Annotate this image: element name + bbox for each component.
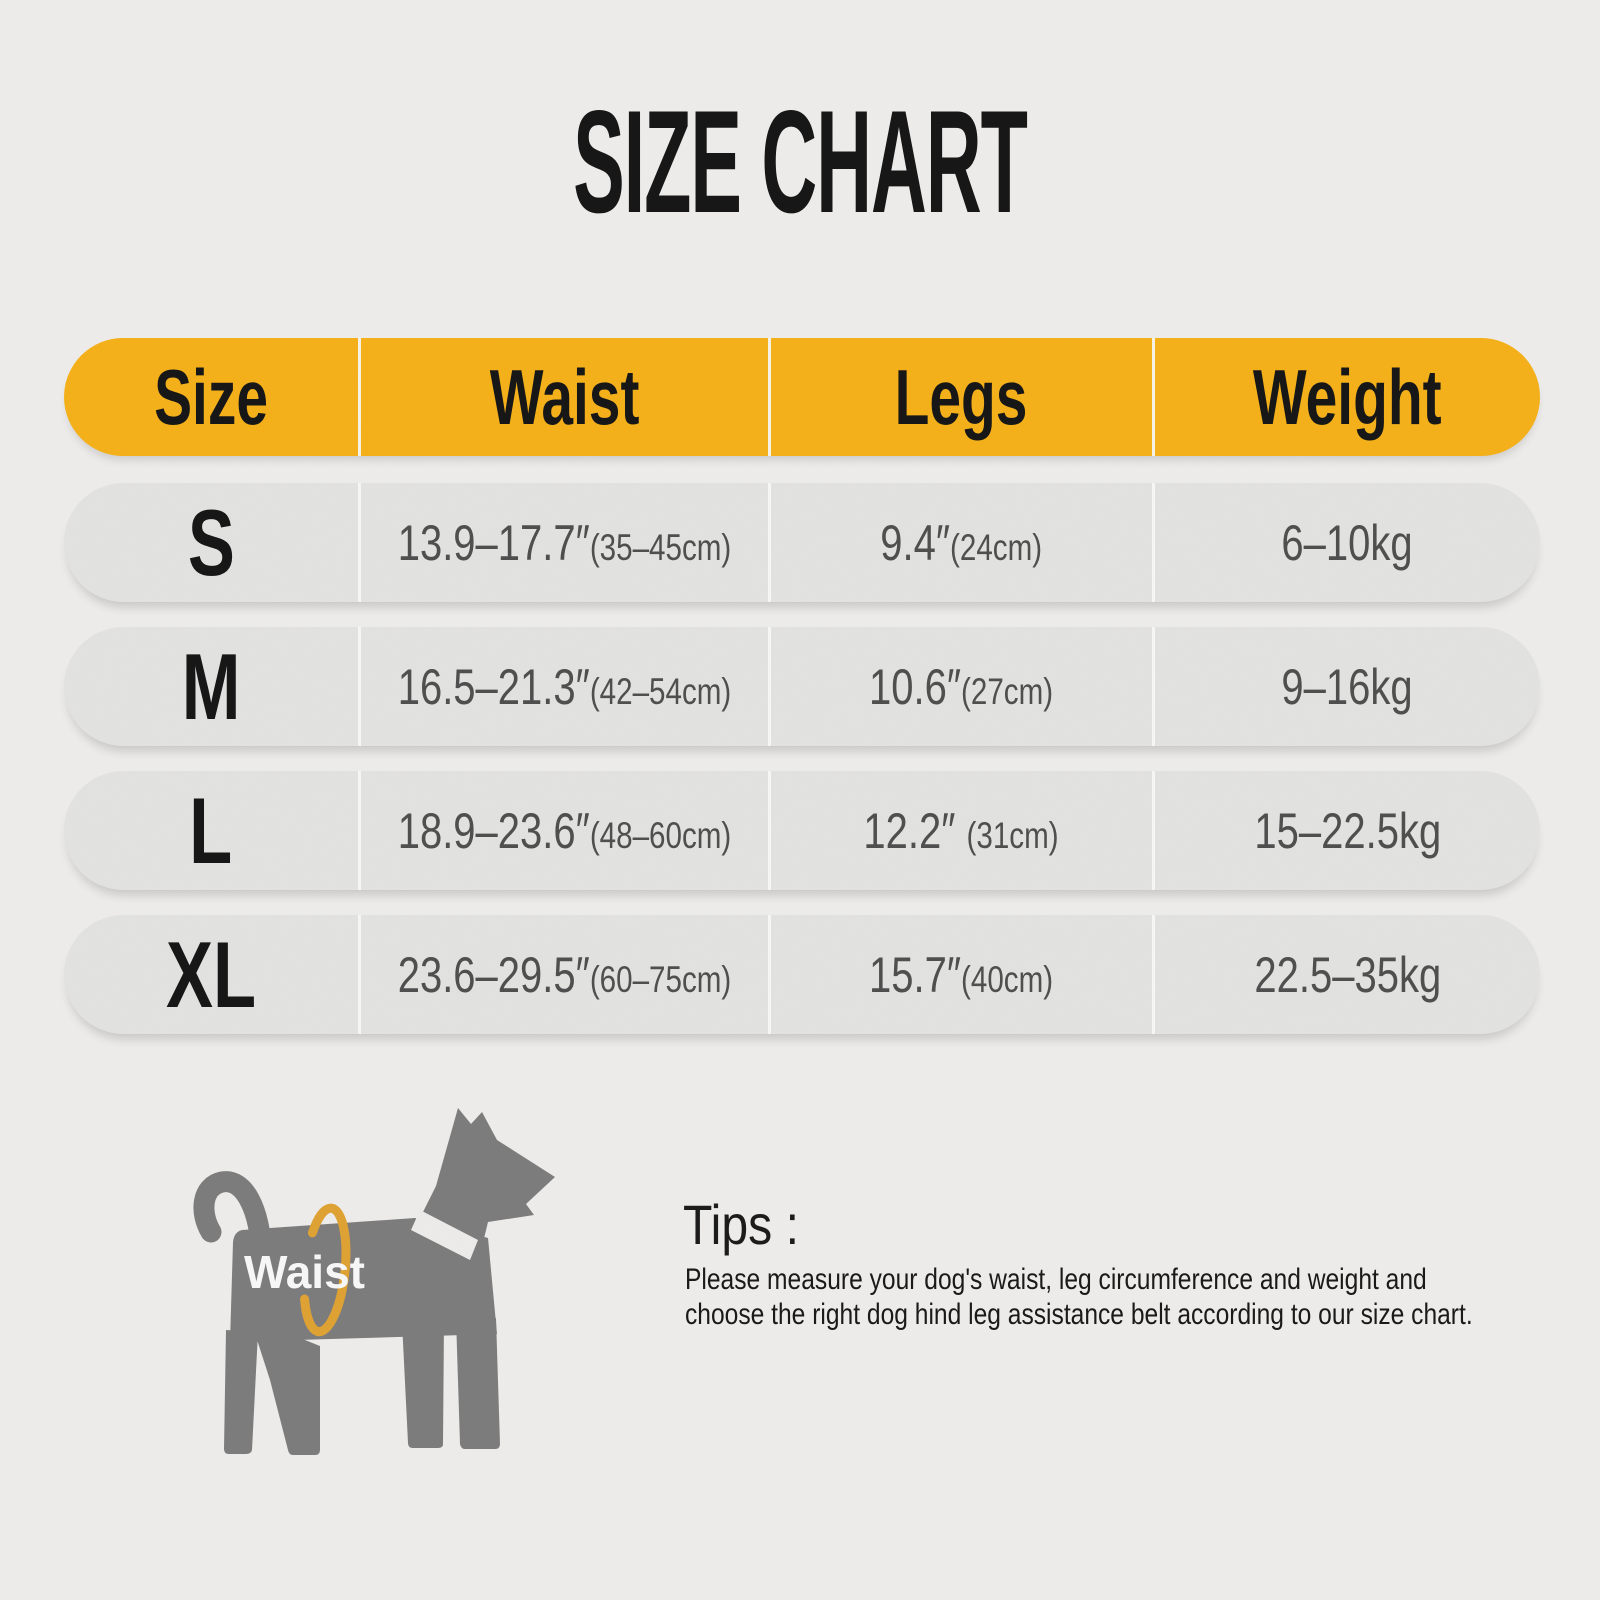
header-weight: Weight: [1151, 338, 1540, 456]
dog-hind-leg-far: [224, 1330, 258, 1454]
dog-silhouette-illustration: Waist: [193, 1108, 555, 1455]
cell-waist: 23.6–29.5″(60–75cm): [357, 915, 768, 1034]
dog-front-leg-near: [456, 1318, 500, 1449]
table-header-row: Size Waist Legs Weight: [64, 338, 1540, 456]
cell-size: S: [187, 489, 235, 595]
cell-size: M: [181, 633, 241, 739]
waist-label: Waist: [244, 1246, 365, 1298]
page-title: SIZE CHART: [0, 80, 1600, 243]
tips-line-1: Please measure your dog's waist, leg cir…: [685, 1263, 1427, 1296]
table-row: M 16.5–21.3″(42–54cm) 10.6″(27cm) 9–16kg: [64, 627, 1540, 746]
table-row: L 18.9–23.6″(48–60cm) 12.2″ (31cm) 15–22…: [64, 771, 1540, 890]
table-row: XL 23.6–29.5″(60–75cm) 15.7″(40cm) 22.5–…: [64, 915, 1540, 1034]
cell-legs: 10.6″(27cm): [768, 627, 1152, 746]
page-title-text: SIZE CHART: [573, 80, 1028, 243]
cell-legs: 9.4″(24cm): [768, 483, 1152, 602]
cell-legs: 15.7″(40cm): [768, 915, 1152, 1034]
dog-front-leg-far: [402, 1322, 444, 1448]
header-waist: Waist: [357, 338, 768, 456]
dog-measurement-diagram: Waist: [150, 1080, 650, 1500]
cell-weight: 15–22.5kg: [1151, 771, 1540, 890]
tips-heading: Tips :: [683, 1193, 799, 1256]
tips-line-2: choose the right dog hind leg assistance…: [685, 1298, 1473, 1331]
tips-text: Please measure your dog's waist, leg cir…: [685, 1262, 1600, 1332]
cell-weight: 22.5–35kg: [1151, 915, 1540, 1034]
cell-waist: 16.5–21.3″(42–54cm): [357, 627, 768, 746]
cell-size: XL: [165, 921, 256, 1027]
cell-waist: 13.9–17.7″(35–45cm): [357, 483, 768, 602]
header-legs: Legs: [768, 338, 1152, 456]
cell-weight: 9–16kg: [1151, 627, 1540, 746]
header-size: Size: [153, 352, 268, 441]
cell-size: L: [189, 777, 233, 883]
cell-legs: 12.2″ (31cm): [768, 771, 1152, 890]
table-row: S 13.9–17.7″(35–45cm) 9.4″(24cm) 6–10kg: [64, 483, 1540, 602]
cell-waist: 18.9–23.6″(48–60cm): [357, 771, 768, 890]
cell-weight: 6–10kg: [1151, 483, 1540, 602]
